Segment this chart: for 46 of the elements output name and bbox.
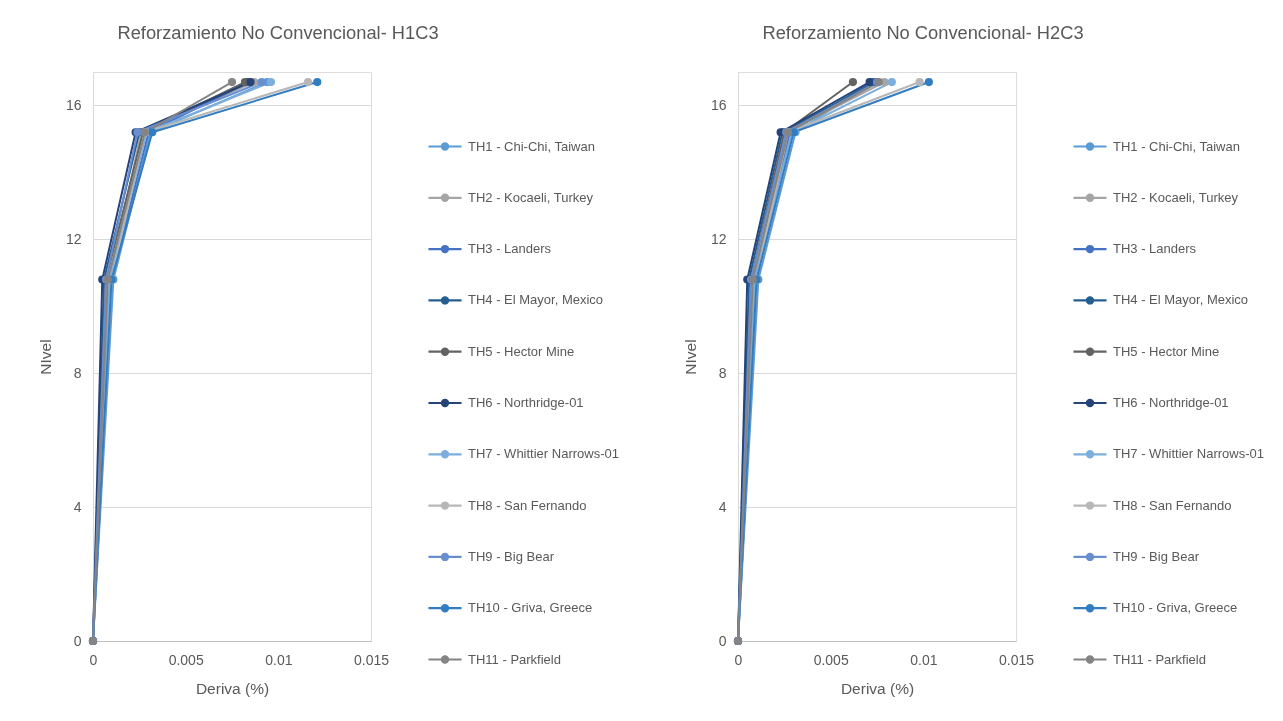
legend-label: TH7 - Whittier Narrows-01 (468, 446, 619, 462)
x-axis-title: Deriva (%) (840, 679, 915, 697)
y-tick-label: 0 (73, 632, 82, 649)
legend-label: TH10 - Griva, Greece (1113, 600, 1238, 616)
legend-label: TH9 - Big Bear (1113, 548, 1200, 564)
x-tick-label: 0 (734, 651, 743, 668)
y-tick-label: 8 (73, 364, 82, 381)
legend-label: TH1 - Chi-Chi, Taiwan (1113, 138, 1240, 154)
legend-label: TH6 - Northridge-01 (1113, 395, 1229, 410)
legend-label: TH5 - Hector Mine (468, 343, 575, 359)
legend-label: TH4 - El Mayor, Mexico (1113, 292, 1249, 308)
legend-label: TH8 - San Fernando (1113, 497, 1232, 513)
legend-label: TH6 - Northridge-01 (468, 395, 584, 410)
x-tick-label: 0 (89, 651, 98, 668)
chart-title: Reforzamiento No Convencional- H2C3 (762, 21, 1084, 43)
legend-label: TH3 - Landers (1113, 241, 1197, 257)
x-tick-label: 0.005 (813, 651, 849, 668)
legend-label: TH10 - Griva, Greece (468, 600, 593, 616)
chart-title: Reforzamiento No Convencional- H1C3 (117, 21, 439, 43)
legend-label: TH4 - El Mayor, Mexico (468, 292, 604, 308)
y-tick-label: 4 (718, 498, 727, 515)
y-tick-label: 16 (65, 96, 82, 113)
legend-label: TH5 - Hector Mine (1113, 343, 1220, 359)
y-axis-title: NIvel (681, 339, 699, 375)
x-tick-label: 0.015 (998, 651, 1035, 668)
y-tick-label: 12 (710, 230, 727, 247)
legend-label: TH3 - Landers (468, 241, 552, 257)
legend-label: TH8 - San Fernando (468, 497, 587, 513)
x-tick-label: 0.015 (353, 651, 390, 668)
y-tick-label: 4 (73, 498, 82, 515)
legend-label: TH2 - Kocaeli, Turkey (1113, 189, 1239, 205)
x-tick-label: 0.01 (265, 651, 293, 668)
legend-label: TH2 - Kocaeli, Turkey (468, 189, 594, 205)
x-axis-title: Deriva (%) (195, 679, 270, 697)
x-tick-label: 0.01 (910, 651, 938, 668)
legend-label: TH9 - Big Bear (468, 548, 555, 564)
y-tick-label: 0 (718, 632, 727, 649)
y-axis-title: NIvel (36, 339, 54, 375)
legend-label: TH1 - Chi-Chi, Taiwan (468, 138, 595, 154)
y-tick-label: 8 (718, 364, 727, 381)
x-tick-label: 0.005 (168, 651, 204, 668)
legend-label: TH7 - Whittier Narrows-01 (1113, 446, 1264, 462)
y-tick-label: 12 (65, 230, 82, 247)
legend-label: TH11 - Parkfield (1113, 651, 1206, 667)
legend-label: TH11 - Parkfield (468, 651, 561, 667)
y-tick-label: 16 (710, 96, 727, 113)
